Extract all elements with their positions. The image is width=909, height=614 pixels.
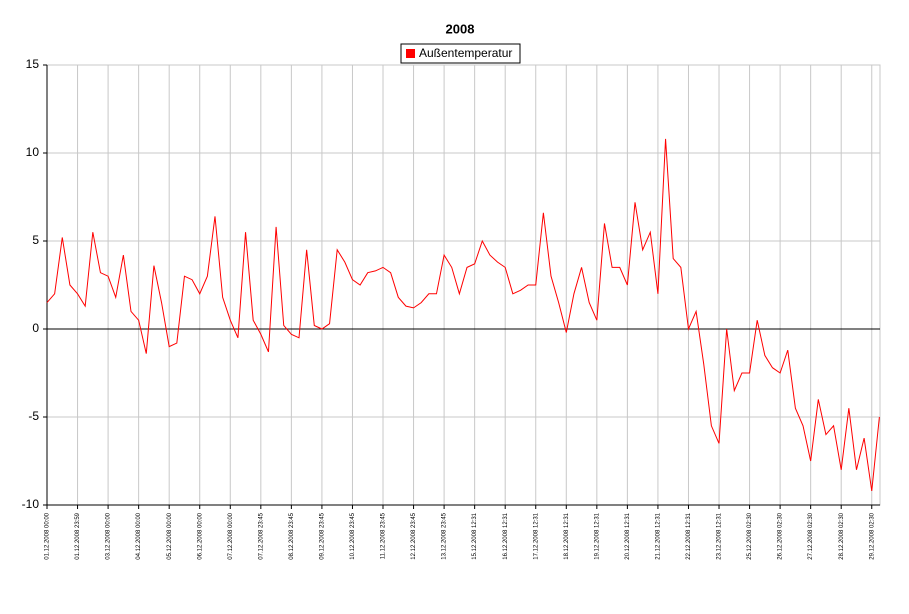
x-tick-label: 25.12.2008 02:30 — [747, 512, 753, 559]
x-tick-label: 01.12.2008 23:59 — [75, 512, 81, 559]
x-tick-label: 07.12.2008 00:00 — [228, 512, 234, 559]
y-tick-label: 10 — [26, 145, 40, 159]
chart-title: 2008 — [446, 21, 475, 36]
legend-box — [400, 43, 521, 64]
x-tick-label: 09.12.2008 23:45 — [319, 512, 325, 559]
x-tick-label: 21.12.2008 12:31 — [656, 512, 662, 559]
x-tick-label: 22.12.2008 12:31 — [686, 512, 692, 559]
legend-label: Außentemperatur — [419, 46, 512, 60]
x-tick-label: 23.12.2008 12:31 — [717, 512, 723, 559]
x-tick-label: 29.12.2008 02:30 — [869, 512, 875, 559]
x-tick-label: 28.12.2008 02:30 — [839, 512, 845, 559]
y-tick-label: 0 — [32, 321, 39, 335]
plot-area — [46, 64, 881, 506]
data-line — [46, 138, 880, 491]
x-tick-label: 03.12.2008 00:00 — [106, 512, 112, 559]
x-tick-label: 08.12.2008 23:45 — [289, 512, 295, 559]
x-tick-label: 20.12.2008 12:31 — [625, 512, 631, 559]
y-tick-label: 15 — [26, 57, 40, 71]
x-tick-label: 16.12.2008 12:31 — [503, 512, 509, 559]
x-tick-label: 01.12.2008 00:00 — [45, 512, 51, 559]
x-tick-label: 04.12.2008 00:00 — [136, 512, 142, 559]
x-tick-label: 18.12.2008 12:31 — [564, 512, 570, 559]
x-tick-label: 13.12.2008 23:45 — [442, 512, 448, 559]
x-tick-label: 19.12.2008 12:31 — [594, 512, 600, 559]
y-tick-label: -5 — [28, 409, 39, 423]
legend-swatch — [406, 49, 415, 58]
x-tick-label: 26.12.2008 02:30 — [778, 512, 784, 559]
x-tick-label: 07.12.2008 23:45 — [258, 512, 264, 559]
x-tick-label: 10.12.2008 23:45 — [350, 512, 356, 559]
x-tick-label: 05.12.2008 00:00 — [167, 512, 173, 559]
x-tick-label: 12.12.2008 23:45 — [411, 512, 417, 559]
x-tick-label: 27.12.2008 02:30 — [808, 512, 814, 559]
y-tick-label: -10 — [22, 497, 40, 511]
x-tick-label: 06.12.2008 00:00 — [197, 512, 203, 559]
y-tick-label: 5 — [32, 233, 39, 247]
x-tick-label: 15.12.2008 12:31 — [472, 512, 478, 559]
x-tick-label: 11.12.2008 23:45 — [381, 512, 387, 559]
x-tick-label: 17.12.2008 12:31 — [533, 512, 539, 559]
